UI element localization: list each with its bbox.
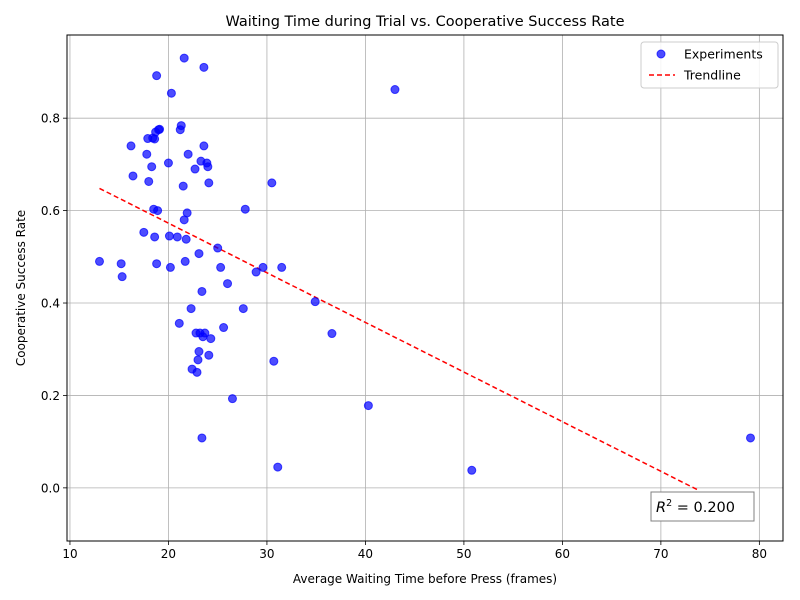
data-point — [163, 158, 173, 168]
data-point — [95, 256, 105, 266]
data-point — [165, 262, 175, 272]
y-tick-label: 0.0 — [41, 481, 60, 495]
x-tick-label: 60 — [555, 547, 570, 561]
data-point — [240, 204, 250, 214]
data-point — [194, 249, 204, 259]
data-point — [213, 243, 223, 253]
data-point — [126, 141, 136, 151]
data-point — [267, 178, 277, 188]
data-point — [164, 231, 174, 241]
x-tick-label: 40 — [358, 547, 373, 561]
data-point — [269, 356, 279, 366]
data-point — [277, 262, 287, 272]
data-point — [219, 323, 229, 333]
data-point — [150, 232, 160, 242]
chart-title: Waiting Time during Trial vs. Cooperativ… — [225, 14, 624, 30]
legend-marker-experiments — [656, 49, 666, 59]
data-point — [204, 350, 214, 360]
r2-label: R2 = 0.200 — [656, 498, 735, 516]
data-point — [200, 328, 210, 338]
data-point — [206, 334, 216, 344]
data-point — [258, 262, 268, 272]
data-point — [153, 206, 163, 216]
r2-box — [650, 491, 755, 522]
x-axis-label: Average Waiting Time before Press (frame… — [293, 572, 557, 586]
data-point — [327, 329, 337, 339]
data-point — [152, 71, 162, 81]
y-tick-label: 0.8 — [41, 112, 60, 126]
data-point — [180, 256, 190, 266]
data-point — [199, 62, 209, 72]
y-axis-label: Cooperative Success Rate — [14, 210, 28, 366]
data-point — [251, 267, 261, 277]
legend-label-experiments: Experiments — [684, 47, 763, 62]
data-point — [216, 262, 226, 272]
data-point — [176, 121, 186, 131]
data-point — [192, 367, 202, 377]
data-point — [193, 355, 203, 365]
data-point — [199, 141, 209, 151]
points-layer — [95, 53, 755, 475]
x-tick-label: 30 — [259, 547, 274, 561]
data-point — [178, 181, 188, 191]
data-point — [273, 462, 283, 472]
data-point — [203, 162, 213, 172]
data-point — [139, 227, 149, 237]
data-point — [745, 433, 755, 443]
plot-frame — [66, 34, 784, 542]
data-point — [194, 347, 204, 357]
data-point — [144, 176, 154, 186]
data-point — [147, 162, 157, 172]
data-point — [128, 171, 138, 181]
data-point — [227, 394, 237, 404]
data-point — [223, 279, 233, 289]
x-tick-label: 50 — [456, 547, 471, 561]
data-point — [204, 178, 214, 188]
legend-label-trendline: Trendline — [683, 68, 741, 83]
y-tick-label: 0.2 — [41, 389, 60, 403]
data-point — [390, 85, 400, 95]
y-tick-label: 0.6 — [41, 204, 60, 218]
data-point — [183, 149, 193, 159]
data-point — [172, 232, 182, 242]
x-tick-label: 10 — [62, 547, 77, 561]
data-point — [142, 149, 152, 159]
legend: Experiments Trendline — [640, 41, 779, 89]
x-axis-ticks: 10 20 30 40 50 60 70 80 — [62, 541, 767, 561]
y-axis-ticks: 0.0 0.2 0.4 0.6 0.8 — [41, 112, 67, 495]
x-tick-label: 20 — [161, 547, 176, 561]
data-point — [152, 259, 162, 269]
x-tick-label: 70 — [653, 547, 668, 561]
x-tick-label: 80 — [752, 547, 767, 561]
data-point — [179, 53, 189, 63]
data-point — [238, 304, 248, 314]
data-point — [166, 88, 176, 98]
data-point — [467, 465, 477, 475]
data-point — [155, 124, 165, 134]
r2-value: = 0.200 — [672, 500, 735, 516]
r2-exponent: 2 — [666, 498, 672, 509]
y-tick-label: 0.4 — [41, 297, 60, 311]
data-point — [117, 272, 127, 282]
data-point — [197, 433, 207, 443]
r2-symbol: R — [656, 500, 666, 516]
data-point — [182, 208, 192, 218]
r2-annotation: R2 = 0.200 — [650, 491, 755, 522]
data-point — [174, 318, 184, 328]
data-point — [197, 286, 207, 296]
data-point — [186, 304, 196, 314]
data-point — [190, 164, 200, 174]
grid — [67, 35, 783, 541]
data-point — [116, 259, 126, 269]
data-point — [181, 234, 191, 244]
data-point — [363, 401, 373, 411]
data-point — [310, 297, 320, 307]
legend-box — [640, 41, 779, 89]
